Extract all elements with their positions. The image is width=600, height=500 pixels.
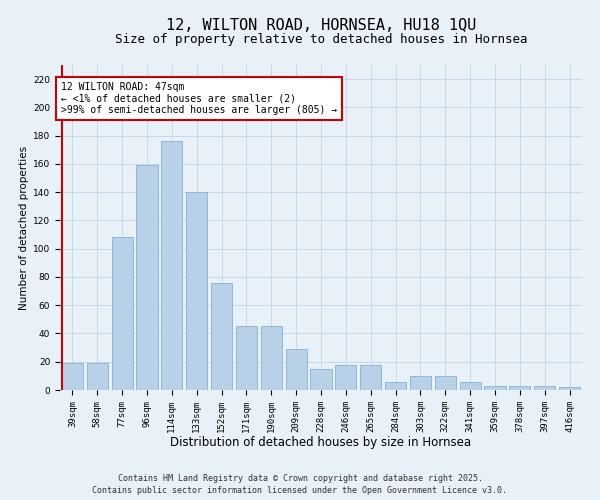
Bar — [186, 192, 207, 390]
Bar — [484, 386, 506, 390]
Bar — [62, 363, 83, 390]
Bar — [335, 364, 356, 390]
Bar — [112, 238, 133, 390]
Bar — [509, 386, 530, 390]
Bar — [211, 282, 232, 390]
Bar — [161, 142, 182, 390]
Bar — [236, 326, 257, 390]
Text: Contains HM Land Registry data © Crown copyright and database right 2025.
Contai: Contains HM Land Registry data © Crown c… — [92, 474, 508, 495]
Bar — [534, 386, 555, 390]
Text: 12, WILTON ROAD, HORNSEA, HU18 1QU: 12, WILTON ROAD, HORNSEA, HU18 1QU — [166, 18, 476, 32]
Bar — [286, 349, 307, 390]
Bar — [87, 363, 108, 390]
Text: 12 WILTON ROAD: 47sqm
← <1% of detached houses are smaller (2)
>99% of semi-deta: 12 WILTON ROAD: 47sqm ← <1% of detached … — [61, 82, 337, 115]
Bar — [310, 369, 332, 390]
Bar — [559, 387, 580, 390]
X-axis label: Distribution of detached houses by size in Hornsea: Distribution of detached houses by size … — [170, 436, 472, 449]
Bar — [435, 376, 456, 390]
Y-axis label: Number of detached properties: Number of detached properties — [19, 146, 29, 310]
Bar — [460, 382, 481, 390]
Text: Size of property relative to detached houses in Hornsea: Size of property relative to detached ho… — [115, 32, 527, 46]
Bar — [360, 364, 381, 390]
Bar — [136, 166, 158, 390]
Bar — [410, 376, 431, 390]
Bar — [385, 382, 406, 390]
Bar — [261, 326, 282, 390]
